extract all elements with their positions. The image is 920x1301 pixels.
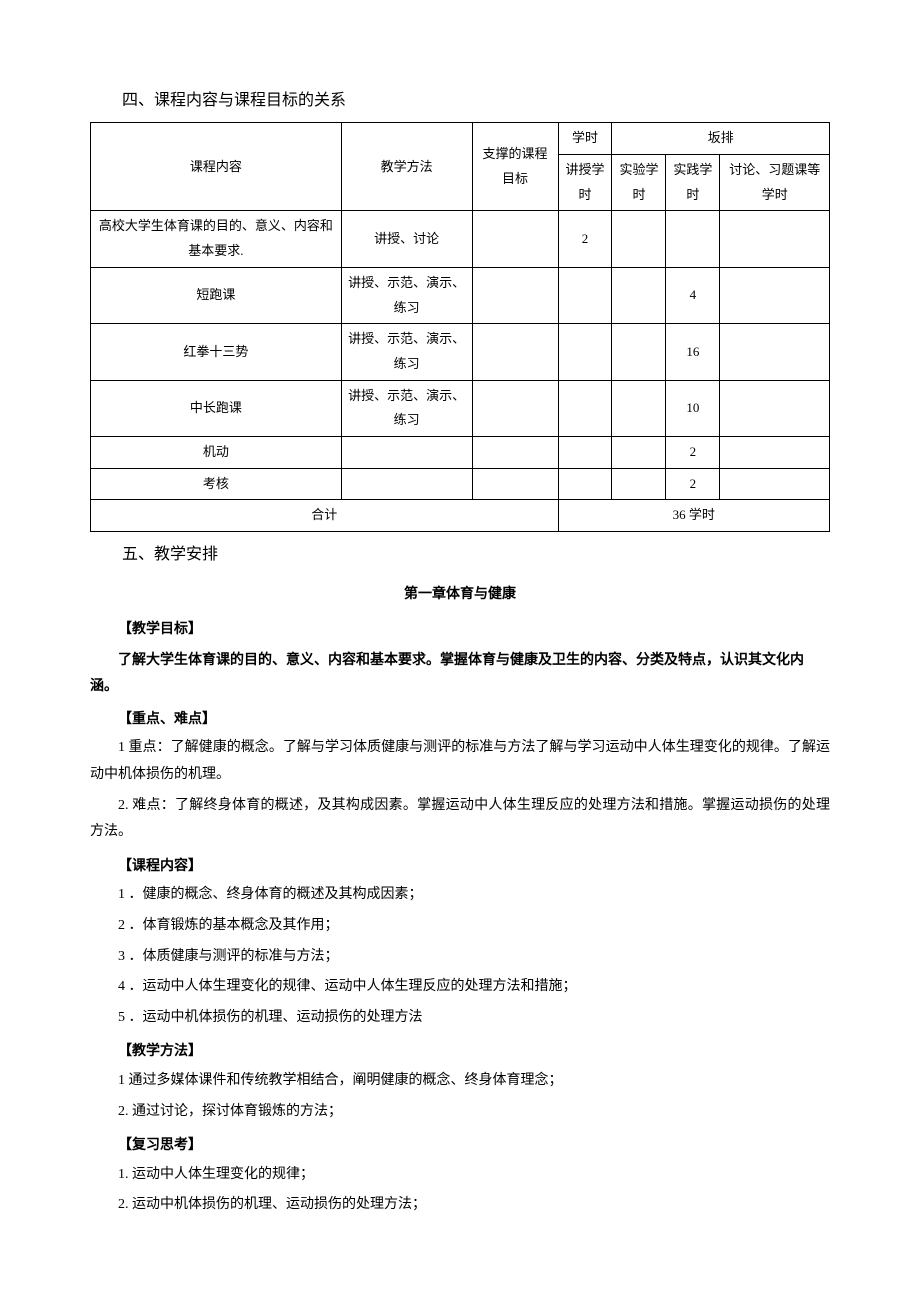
cell-goal bbox=[472, 468, 558, 500]
goal-text: 了解大学生体育课的目的、意义、内容和基本要求。掌握体育与健康及卫生的内容、分类及… bbox=[90, 646, 830, 699]
cell-lab bbox=[612, 380, 666, 436]
cell-lecture bbox=[558, 267, 612, 323]
cell-method bbox=[341, 468, 472, 500]
cell-method: 讲授、示范、演示、练习 bbox=[341, 324, 472, 380]
cell-content: 短跑课 bbox=[91, 267, 342, 323]
content-heading: 【课程内容】 bbox=[90, 852, 830, 879]
th-lab-hours: 实验学时 bbox=[612, 155, 666, 211]
cell-total-value: 36 学时 bbox=[558, 500, 830, 532]
content-item: 3 ．体质健康与测评的标准与方法； bbox=[90, 944, 830, 971]
review-p2: 2. 运动中机体损伤的机理、运动损伤的处理方法； bbox=[90, 1192, 830, 1219]
review-heading: 【复习思考】 bbox=[90, 1131, 830, 1158]
keypoints-p1: 1 重点：了解健康的概念。了解与学习体质健康与测评的标准与方法了解与学习运动中人… bbox=[90, 735, 830, 788]
cell-content: 中长跑课 bbox=[91, 380, 342, 436]
method-p2: 2. 通过讨论，探讨体育锻炼的方法； bbox=[90, 1099, 830, 1126]
table-row: 红拳十三势 讲授、示范、演示、练习 16 bbox=[91, 324, 830, 380]
cell-discuss bbox=[720, 324, 830, 380]
cell-method: 讲授、讨论 bbox=[341, 211, 472, 267]
cell-discuss bbox=[720, 211, 830, 267]
method-heading: 【教学方法】 bbox=[90, 1037, 830, 1064]
review-p1: 1. 运动中人体生理变化的规律； bbox=[90, 1162, 830, 1189]
cell-lecture bbox=[558, 380, 612, 436]
method-p1: 1 通过多媒体课件和传统教学相结合，阐明健康的概念、终身体育理念； bbox=[90, 1068, 830, 1095]
cell-practice: 4 bbox=[666, 267, 720, 323]
cell-practice: 2 bbox=[666, 468, 720, 500]
cell-discuss bbox=[720, 267, 830, 323]
th-teaching-method: 教学方法 bbox=[341, 123, 472, 211]
table-total-row: 合计 36 学时 bbox=[91, 500, 830, 532]
content-item: 5 ．运动中机体损伤的机理、运动损伤的处理方法 bbox=[90, 1005, 830, 1032]
cell-practice bbox=[666, 211, 720, 267]
cell-content: 考核 bbox=[91, 468, 342, 500]
th-lecture-hours: 讲授学时 bbox=[558, 155, 612, 211]
goal-heading: 【教学目标】 bbox=[90, 615, 830, 642]
table-row: 中长跑课 讲授、示范、演示、练习 10 bbox=[91, 380, 830, 436]
cell-lab bbox=[612, 211, 666, 267]
keypoints-p2: 2. 难点：了解终身体育的概述，及其构成因素。掌握运动中人体生理反应的处理方法和… bbox=[90, 793, 830, 846]
content-item: 4 ．运动中人体生理变化的规律、运动中人体生理反应的处理方法和措施； bbox=[90, 974, 830, 1001]
th-practice-hours: 实践学时 bbox=[666, 155, 720, 211]
content-item: 1 ．健康的概念、终身体育的概述及其构成因素； bbox=[90, 882, 830, 909]
cell-discuss bbox=[720, 436, 830, 468]
cell-goal bbox=[472, 324, 558, 380]
cell-lecture bbox=[558, 436, 612, 468]
cell-method bbox=[341, 436, 472, 468]
cell-lab bbox=[612, 267, 666, 323]
table-row: 短跑课 讲授、示范、演示、练习 4 bbox=[91, 267, 830, 323]
cell-goal bbox=[472, 436, 558, 468]
section-5-heading: 五、教学安排 bbox=[122, 540, 830, 570]
cell-lecture bbox=[558, 324, 612, 380]
table-row: 高校大学生体育课的目的、意义、内容和基本要求. 讲授、讨论 2 bbox=[91, 211, 830, 267]
th-course-content: 课程内容 bbox=[91, 123, 342, 211]
cell-method: 讲授、示范、演示、练习 bbox=[341, 380, 472, 436]
th-supported-goal: 支撑的课程目标 bbox=[472, 123, 558, 211]
keypoints-heading: 【重点、难点】 bbox=[90, 705, 830, 732]
cell-total-label: 合计 bbox=[91, 500, 559, 532]
chapter-title: 第一章体育与健康 bbox=[90, 580, 830, 607]
th-arrangement: 坂排 bbox=[612, 123, 830, 155]
cell-goal bbox=[472, 211, 558, 267]
cell-discuss bbox=[720, 468, 830, 500]
section-4-heading: 四、课程内容与课程目标的关系 bbox=[122, 86, 830, 116]
cell-goal bbox=[472, 267, 558, 323]
cell-content: 高校大学生体育课的目的、意义、内容和基本要求. bbox=[91, 211, 342, 267]
cell-lab bbox=[612, 468, 666, 500]
cell-content: 机动 bbox=[91, 436, 342, 468]
cell-discuss bbox=[720, 380, 830, 436]
table-row: 考核 2 bbox=[91, 468, 830, 500]
cell-practice: 2 bbox=[666, 436, 720, 468]
cell-content: 红拳十三势 bbox=[91, 324, 342, 380]
content-item: 2 ．体育锻炼的基本概念及其作用； bbox=[90, 913, 830, 940]
course-hours-table: 课程内容 教学方法 支撑的课程目标 学时 坂排 讲授学时 实验学时 实践学时 讨… bbox=[90, 122, 830, 532]
cell-goal bbox=[472, 380, 558, 436]
table-row: 机动 2 bbox=[91, 436, 830, 468]
cell-lab bbox=[612, 324, 666, 380]
th-hours-group: 学时 bbox=[558, 123, 612, 155]
cell-lecture bbox=[558, 468, 612, 500]
cell-lecture: 2 bbox=[558, 211, 612, 267]
th-discuss-hours: 讨论、习题课等学时 bbox=[720, 155, 830, 211]
cell-practice: 10 bbox=[666, 380, 720, 436]
cell-practice: 16 bbox=[666, 324, 720, 380]
cell-lab bbox=[612, 436, 666, 468]
cell-method: 讲授、示范、演示、练习 bbox=[341, 267, 472, 323]
